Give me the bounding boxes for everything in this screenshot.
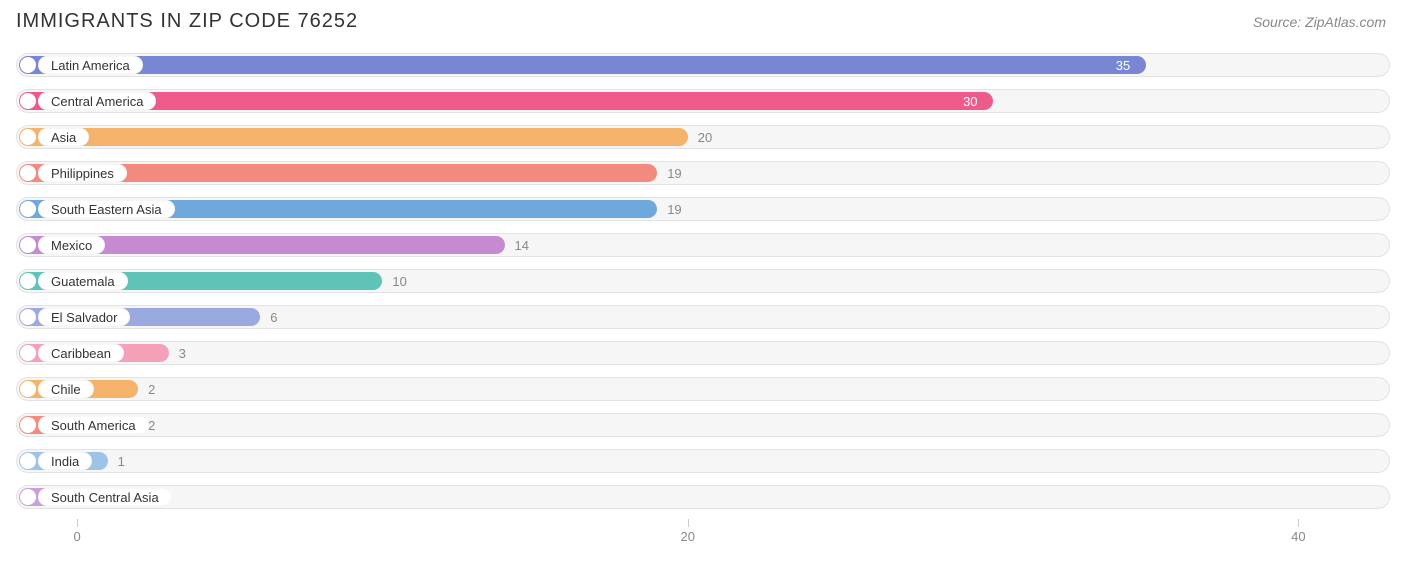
bar-row: India 1 <box>16 447 1390 475</box>
bar-value: 30 <box>963 91 977 111</box>
bar-value: 19 <box>667 163 681 183</box>
bar-label: Latin America <box>38 56 143 74</box>
bar-track <box>16 449 1390 473</box>
bar-track <box>16 341 1390 365</box>
bar-value: 20 <box>698 127 712 147</box>
bar-row: Caribbean 3 <box>16 339 1390 367</box>
bar-track <box>16 377 1390 401</box>
bar-cap <box>20 345 36 361</box>
bar-cap <box>20 237 36 253</box>
bar-value: 2 <box>148 379 155 399</box>
axis-tick <box>77 519 78 527</box>
bar-label: Caribbean <box>38 344 124 362</box>
bar-cap <box>20 489 36 505</box>
bar-row: Guatemala 10 <box>16 267 1390 295</box>
bar-cap <box>20 453 36 469</box>
bar-value: 1 <box>118 451 125 471</box>
bar-label: Central America <box>38 92 156 110</box>
bar-cap <box>20 201 36 217</box>
chart-source: Source: ZipAtlas.com <box>1253 14 1386 30</box>
bar-fill <box>19 92 993 110</box>
bar-row: Central America 30 <box>16 87 1390 115</box>
bar-fill <box>19 128 688 146</box>
bar-label: El Salvador <box>38 308 130 326</box>
bar-cap <box>20 417 36 433</box>
bar-label: Chile <box>38 380 94 398</box>
bar-track <box>16 413 1390 437</box>
bar-cap <box>20 93 36 109</box>
bar-cap <box>20 129 36 145</box>
bar-track <box>16 485 1390 509</box>
bar-value: 14 <box>515 235 529 255</box>
bar-row: Mexico 14 <box>16 231 1390 259</box>
bar-label: Guatemala <box>38 272 128 290</box>
bar-label: South Eastern Asia <box>38 200 175 218</box>
chart-area: Latin America35Central America30Asia20Ph… <box>0 41 1406 549</box>
axis-label: 0 <box>73 529 80 544</box>
bar-label: South Central Asia <box>38 488 172 506</box>
chart-header: IMMIGRANTS IN ZIP CODE 76252 Source: Zip… <box>0 0 1406 41</box>
bar-value: 6 <box>270 307 277 327</box>
bar-label: Mexico <box>38 236 105 254</box>
bar-row: South Central Asia1 <box>16 483 1390 511</box>
bar-label: Asia <box>38 128 89 146</box>
bar-row: El Salvador 6 <box>16 303 1390 331</box>
bar-value: 3 <box>179 343 186 363</box>
bar-row: Asia 20 <box>16 123 1390 151</box>
axis-label: 20 <box>680 529 694 544</box>
bar-value: 10 <box>392 271 406 291</box>
bar-cap <box>20 57 36 73</box>
bar-cap <box>20 165 36 181</box>
bar-row: South America2 <box>16 411 1390 439</box>
bar-label: Philippines <box>38 164 127 182</box>
bar-value: 19 <box>667 199 681 219</box>
bar-label: India <box>38 452 92 470</box>
bar-row: Latin America 35 <box>16 51 1390 79</box>
bar-row: Chile 2 <box>16 375 1390 403</box>
bar-label: South America <box>38 416 149 434</box>
chart-title: IMMIGRANTS IN ZIP CODE 76252 <box>16 10 358 33</box>
x-axis: 0 20 40 <box>16 519 1390 549</box>
bar-cap <box>20 381 36 397</box>
bar-value: 35 <box>1116 55 1130 75</box>
axis-tick <box>1298 519 1299 527</box>
axis-label: 40 <box>1291 529 1305 544</box>
bar-cap <box>20 273 36 289</box>
bar-row: Philippines 19 <box>16 159 1390 187</box>
bar-cap <box>20 309 36 325</box>
bar-value: 2 <box>148 415 155 435</box>
bars-container: Latin America 35 Central America 30 Asia 20 Ph… <box>16 51 1390 511</box>
bar-fill <box>19 56 1146 74</box>
bar-row: South Eastern Asia 19 <box>16 195 1390 223</box>
axis-tick <box>688 519 689 527</box>
